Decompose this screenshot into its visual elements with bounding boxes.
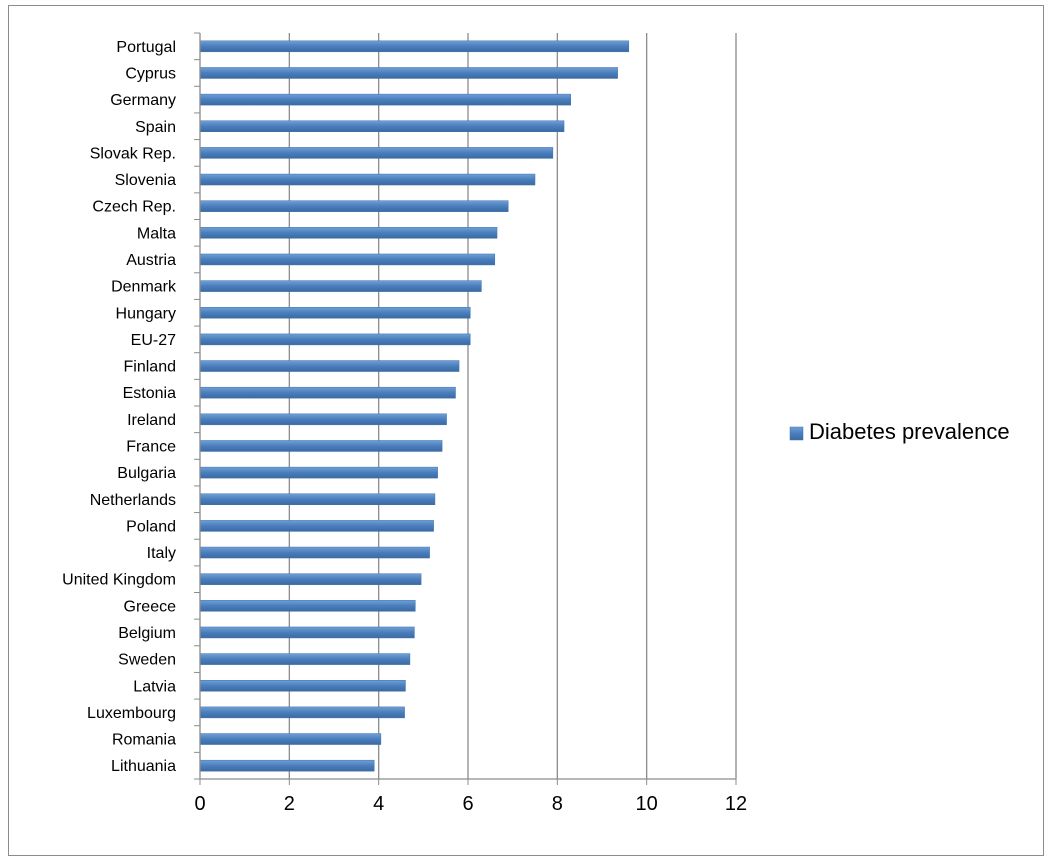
x-tick-label: 4: [373, 793, 384, 815]
category-label: Portugal: [116, 39, 176, 56]
axes: [194, 32, 737, 785]
category-label: Cyprus: [125, 65, 176, 82]
category-label: Slovak Rep.: [90, 145, 176, 162]
x-tick-label: 8: [552, 793, 563, 815]
bar-germany: [199, 93, 571, 106]
bar-italy: [199, 546, 430, 559]
legend-swatch: [789, 426, 804, 441]
category-label: Netherlands: [90, 492, 176, 509]
bar-slovak-rep: [199, 147, 554, 159]
bar-belgium: [199, 626, 415, 639]
category-label: Malta: [137, 225, 176, 242]
bars: [199, 40, 630, 772]
bar-chart: Portugal Cyprus Germany Spain Slovak Rep. Slo…: [62, 32, 1010, 815]
category-label: Denmark: [111, 279, 177, 296]
category-label: Bulgaria: [117, 465, 176, 482]
x-tick-label: 0: [194, 793, 205, 815]
category-label: Italy: [147, 545, 176, 562]
bar-denmark: [199, 280, 482, 292]
category-label: Romania: [112, 732, 176, 749]
bar-portugal: [199, 40, 630, 53]
x-tick-label: 2: [284, 793, 295, 815]
legend-label: Diabetes prevalence: [809, 419, 1010, 444]
bar-sweden: [199, 653, 411, 665]
bar-netherlands: [199, 493, 436, 505]
bar-france: [199, 440, 443, 452]
category-label: Czech Rep.: [92, 199, 176, 216]
bar-greece: [199, 600, 416, 612]
category-labels: Portugal Cyprus Germany Spain Slovak Rep. Slo…: [62, 39, 177, 775]
bar-finland: [199, 360, 460, 372]
bar-czech-rep: [199, 200, 509, 212]
bar-luxembourg: [199, 706, 405, 719]
bar-estonia: [199, 386, 456, 399]
bar-malta: [199, 227, 498, 239]
category-label: Hungary: [116, 305, 176, 322]
category-label: Greece: [124, 598, 177, 615]
bar-bulgaria: [199, 466, 438, 479]
category-label: Estonia: [123, 385, 176, 402]
bar-slovenia: [199, 173, 536, 186]
category-label: Belgium: [118, 625, 176, 642]
category-label: Lithuania: [111, 758, 176, 775]
bar-romania: [199, 733, 382, 745]
category-label: Poland: [126, 518, 176, 535]
category-label: Spain: [135, 119, 176, 136]
bar-spain: [199, 120, 565, 132]
bar-poland: [199, 520, 434, 532]
tick-labels: 0 2 4 6 8 10 12: [194, 793, 747, 815]
bar-cyprus: [199, 67, 618, 79]
bar-eu-27: [199, 333, 471, 346]
x-tick-label: 10: [636, 793, 658, 815]
bar-hungary: [199, 307, 471, 319]
category-label: Luxembourg: [87, 705, 176, 722]
chart-frame: Portugal Cyprus Germany Spain Slovak Rep. Slo…: [8, 5, 1044, 856]
x-tick-label: 6: [462, 793, 473, 815]
bar-austria: [199, 253, 496, 266]
bar-lithuania: [199, 759, 375, 772]
category-label: France: [126, 438, 176, 455]
legend: Diabetes prevalence: [789, 419, 1010, 444]
category-label: EU-27: [131, 332, 176, 349]
category-label: Finland: [124, 359, 176, 376]
bar-ireland: [199, 413, 447, 426]
x-tick-label: 12: [725, 793, 747, 815]
category-label: Sweden: [118, 652, 176, 669]
category-label: Slovenia: [115, 172, 176, 189]
bar-united-kingdom: [199, 573, 422, 585]
category-label: United Kingdom: [62, 572, 176, 589]
category-label: Austria: [126, 252, 176, 269]
bar-latvia: [199, 680, 406, 692]
gridlines: [288, 33, 737, 779]
category-label: Germany: [110, 92, 176, 109]
category-label: Latvia: [133, 678, 176, 695]
category-label: Ireland: [127, 412, 176, 429]
